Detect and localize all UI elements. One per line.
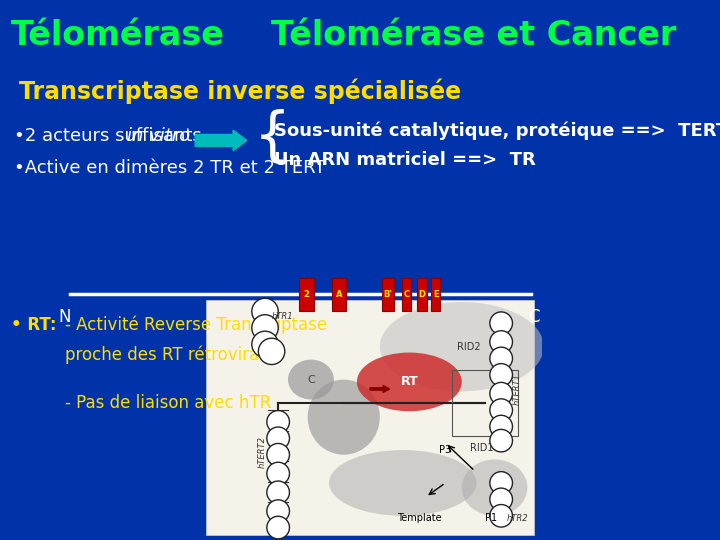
Text: Télomérase: Télomérase bbox=[11, 19, 225, 52]
Circle shape bbox=[267, 427, 289, 450]
Bar bbox=[452, 370, 518, 436]
Bar bbox=[299, 278, 314, 311]
Text: •Active en dimères 2 TR et 2 TERT: •Active en dimères 2 TR et 2 TERT bbox=[14, 159, 325, 177]
Circle shape bbox=[252, 315, 278, 341]
Bar bbox=[431, 278, 440, 311]
Text: Télomérase et Cancer: Télomérase et Cancer bbox=[271, 19, 676, 52]
Circle shape bbox=[490, 382, 513, 405]
Text: hTERT1: hTERT1 bbox=[513, 373, 522, 405]
Text: N: N bbox=[59, 308, 71, 326]
Circle shape bbox=[267, 410, 289, 433]
Text: hTR1: hTR1 bbox=[271, 312, 293, 321]
Text: proche des RT rétrovirales: proche des RT rétrovirales bbox=[65, 346, 283, 364]
Text: C: C bbox=[403, 290, 410, 299]
Text: B': B' bbox=[383, 290, 392, 299]
Text: D: D bbox=[418, 290, 426, 299]
Text: C: C bbox=[307, 375, 315, 384]
Circle shape bbox=[490, 504, 513, 527]
Bar bbox=[417, 278, 427, 311]
Circle shape bbox=[258, 338, 285, 365]
Text: P1: P1 bbox=[485, 513, 498, 523]
Text: 2: 2 bbox=[303, 290, 309, 299]
Text: {: { bbox=[253, 109, 291, 166]
Text: A: A bbox=[336, 290, 342, 299]
Text: Transcriptase inverse spécialisée: Transcriptase inverse spécialisée bbox=[19, 78, 461, 104]
Bar bbox=[402, 278, 411, 311]
Circle shape bbox=[267, 462, 289, 485]
Circle shape bbox=[267, 481, 289, 504]
Text: • RT:: • RT: bbox=[11, 316, 56, 334]
Circle shape bbox=[252, 298, 278, 325]
Text: RID1: RID1 bbox=[469, 443, 493, 453]
Circle shape bbox=[490, 347, 513, 370]
Ellipse shape bbox=[307, 380, 380, 455]
Ellipse shape bbox=[329, 450, 477, 516]
Text: hTR2: hTR2 bbox=[507, 514, 528, 523]
Bar bbox=[332, 278, 346, 311]
Circle shape bbox=[267, 516, 289, 539]
Circle shape bbox=[490, 330, 513, 353]
Text: RID2: RID2 bbox=[456, 342, 480, 352]
Circle shape bbox=[252, 331, 278, 357]
Circle shape bbox=[490, 363, 513, 386]
Text: RT: RT bbox=[400, 375, 418, 388]
Text: - Pas de liaison avec hTR: - Pas de liaison avec hTR bbox=[65, 394, 271, 412]
Circle shape bbox=[490, 399, 513, 421]
Bar bbox=[206, 300, 534, 535]
Text: •2 acteurs suffisants: •2 acteurs suffisants bbox=[14, 127, 207, 145]
Text: in vitro: in vitro bbox=[127, 127, 191, 145]
Circle shape bbox=[490, 415, 513, 438]
Circle shape bbox=[490, 429, 513, 452]
Text: - Activité Reverse Transcriptase: - Activité Reverse Transcriptase bbox=[65, 316, 327, 334]
Text: Sous-unité catalytique, protéique ==>  TERT: Sous-unité catalytique, protéique ==> TE… bbox=[274, 122, 720, 140]
Circle shape bbox=[267, 500, 289, 522]
Text: C: C bbox=[528, 308, 540, 326]
Circle shape bbox=[490, 471, 513, 494]
Ellipse shape bbox=[462, 460, 527, 516]
Circle shape bbox=[490, 488, 513, 511]
FancyArrow shape bbox=[195, 130, 247, 151]
Text: Un ARN matriciel ==>  TR: Un ARN matriciel ==> TR bbox=[274, 151, 536, 169]
Text: P3: P3 bbox=[439, 445, 451, 455]
Ellipse shape bbox=[357, 353, 462, 411]
Ellipse shape bbox=[288, 360, 334, 400]
Bar bbox=[382, 278, 394, 311]
Circle shape bbox=[490, 312, 513, 334]
Text: E: E bbox=[433, 290, 438, 299]
Text: Template: Template bbox=[397, 513, 441, 523]
FancyArrow shape bbox=[370, 386, 390, 393]
Circle shape bbox=[267, 443, 289, 466]
Text: hTERT2: hTERT2 bbox=[257, 436, 266, 468]
Ellipse shape bbox=[380, 302, 544, 392]
